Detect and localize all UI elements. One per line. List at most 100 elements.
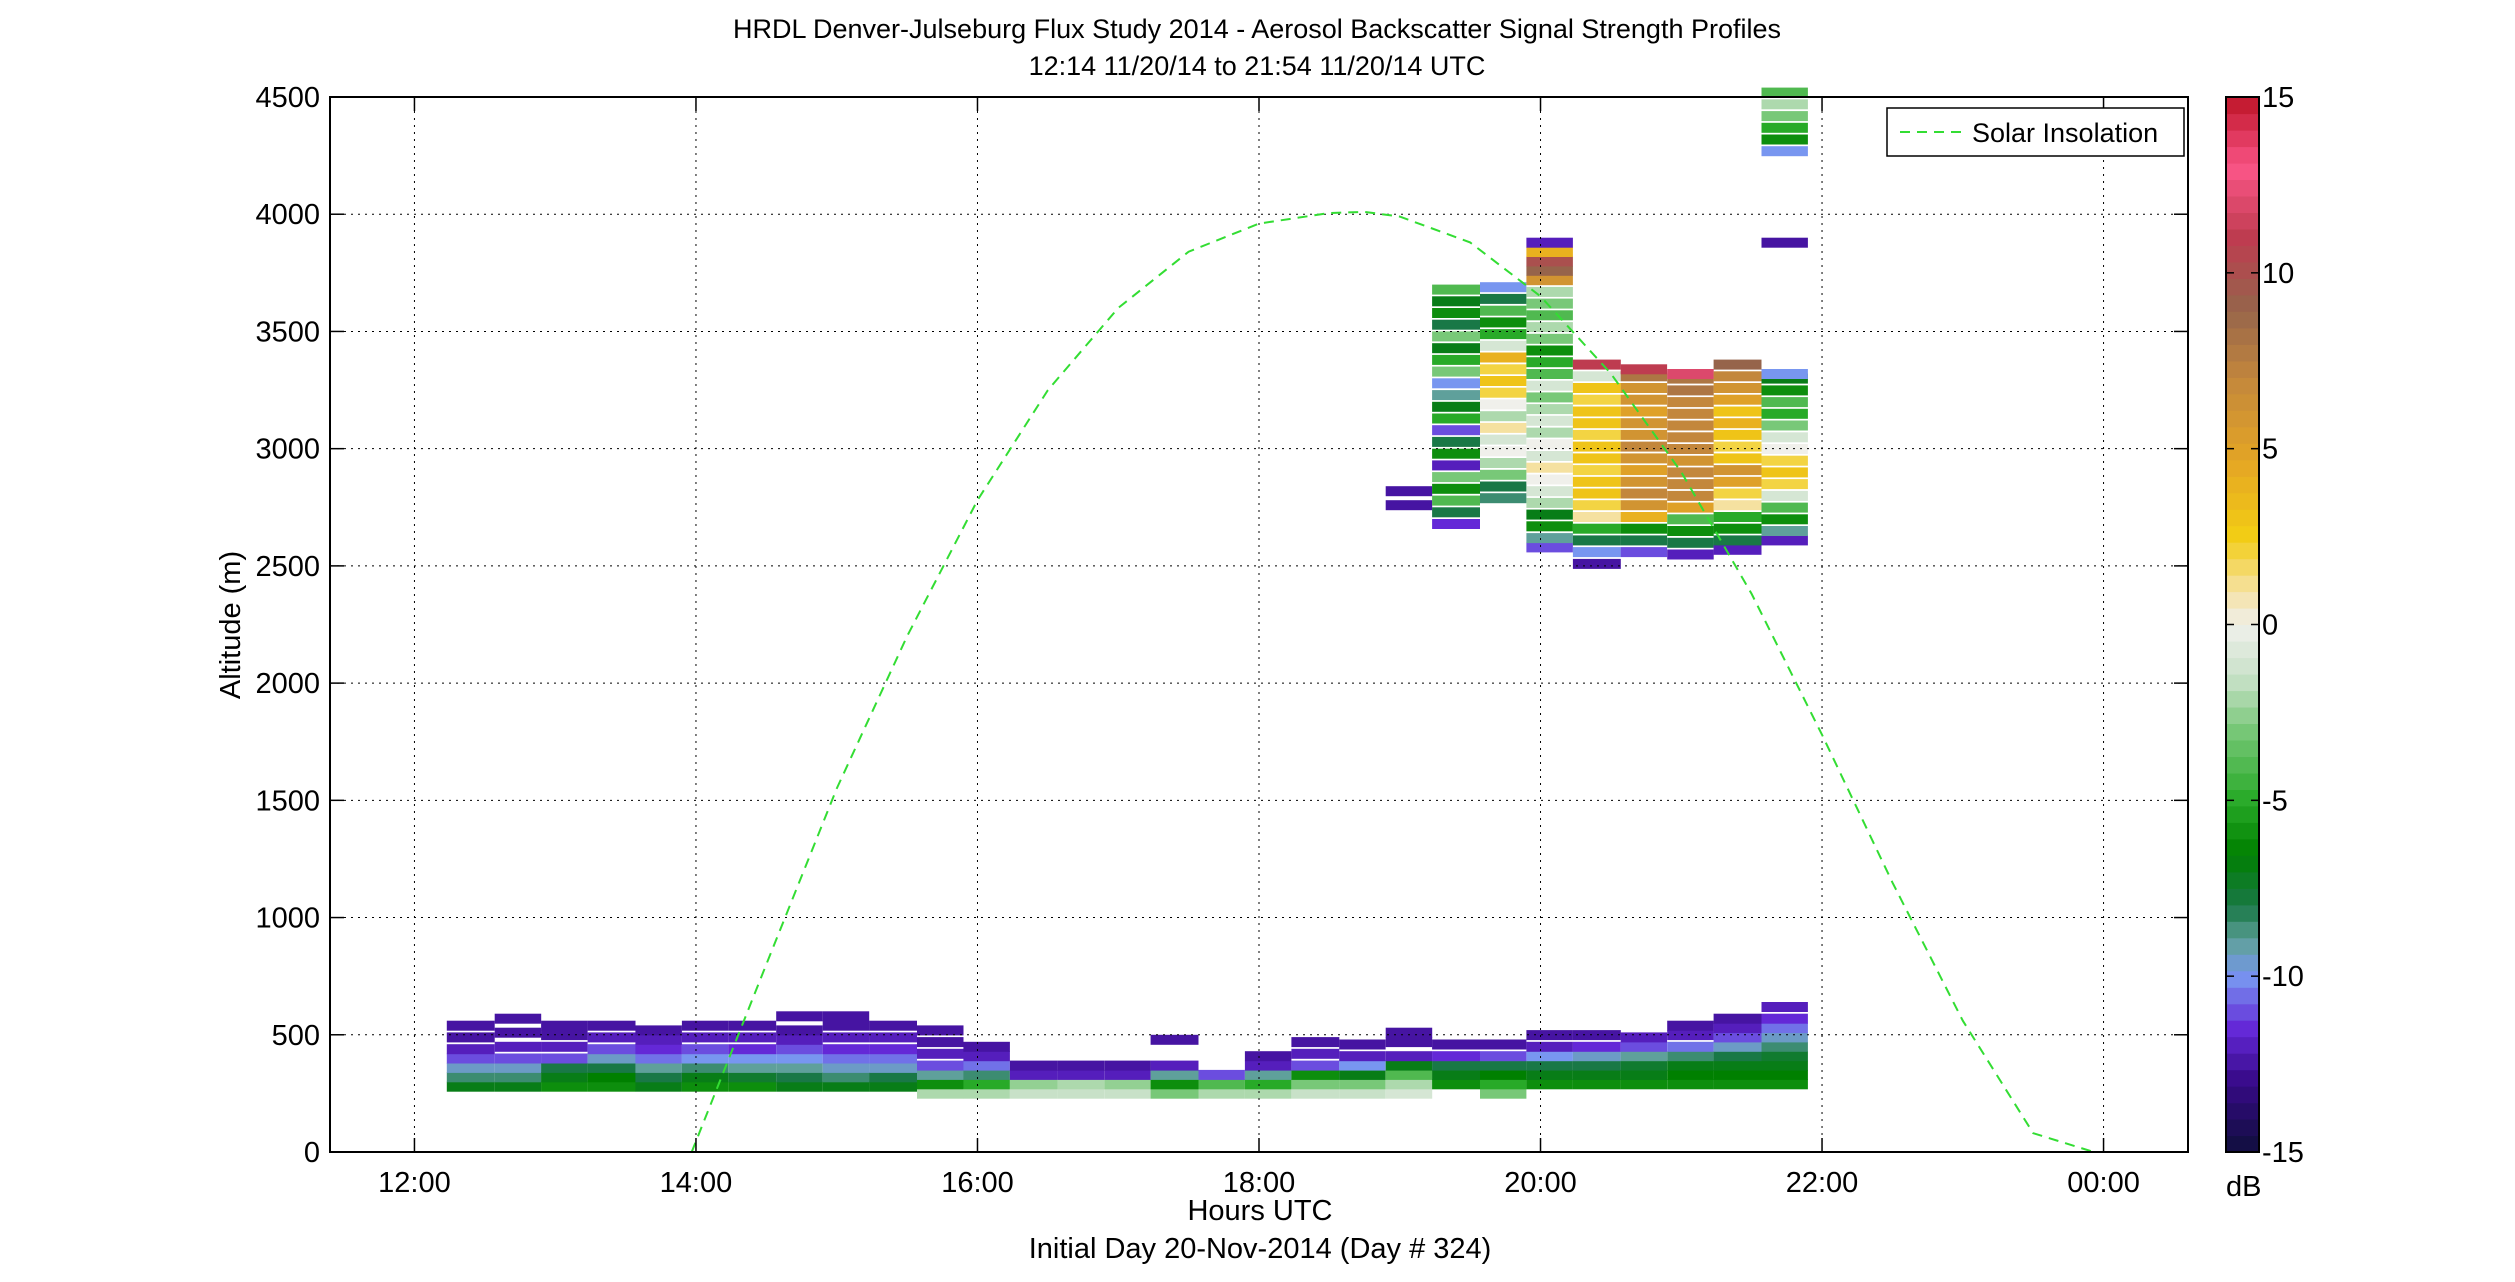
heatmap-cell (1480, 352, 1527, 363)
heatmap-cell (1480, 446, 1527, 457)
heatmap-cell (1432, 519, 1480, 529)
heatmap-cell (1572, 441, 1621, 452)
heatmap-cell (635, 1072, 682, 1083)
colorbar-tick-label: -5 (2262, 785, 2288, 817)
heatmap-cell (1667, 1060, 1714, 1071)
heatmap-cell (1432, 331, 1480, 342)
heatmap-cell (728, 1032, 777, 1043)
heatmap-cell (1667, 537, 1714, 548)
heatmap-cell (1526, 1079, 1573, 1090)
y-tick-label: 2000 (255, 668, 320, 700)
heatmap-cell (1713, 523, 1762, 534)
heatmap-cell (1713, 476, 1762, 487)
heatmap-cell (1761, 122, 1808, 133)
heatmap-cell (635, 1044, 682, 1055)
heatmap-cell (1009, 1060, 1058, 1071)
heatmap-cell (1526, 1041, 1573, 1052)
heatmap-cell (541, 1062, 588, 1073)
heatmap-cell (1620, 453, 1668, 464)
heatmap-cell (1572, 1079, 1621, 1090)
heatmap-cell (1667, 1079, 1714, 1090)
heatmap-cell (1713, 465, 1762, 476)
heatmap-cell (1432, 343, 1480, 354)
heatmap-cell (1713, 441, 1762, 452)
heatmap-cell (1667, 455, 1714, 466)
heatmap-cell (1761, 490, 1808, 501)
heatmap-cell (1526, 256, 1573, 267)
heatmap-cell (776, 1062, 823, 1073)
heatmap-cell (1761, 146, 1808, 157)
heatmap-cell (1620, 383, 1668, 393)
colorbar-step (2226, 822, 2259, 840)
heatmap-cell (1432, 366, 1480, 377)
colorbar-step (2226, 657, 2259, 675)
heatmap-cell (1761, 455, 1808, 466)
heatmap-cell (1761, 1051, 1808, 1062)
solar-insolation-line (690, 210, 2094, 1153)
heatmap-cell (1667, 420, 1714, 431)
heatmap-cell (635, 1025, 682, 1036)
heatmap-cell (1480, 1039, 1527, 1050)
heatmap-cell (1761, 479, 1808, 490)
heatmap-cell (1526, 369, 1573, 379)
heatmap-cell (1480, 387, 1527, 398)
heatmap-cell (1339, 1069, 1386, 1080)
colorbar-tick-label: 15 (2262, 82, 2294, 114)
heatmap-cell (1385, 1051, 1433, 1062)
heatmap-cell (1244, 1088, 1292, 1099)
colorbar-step (2226, 212, 2259, 230)
heatmap-cell (1620, 394, 1668, 405)
heatmap-cell (541, 1072, 588, 1083)
heatmap-cell (1620, 523, 1668, 534)
colorbar-step (2226, 1003, 2259, 1021)
heatmap-cell (1526, 345, 1573, 356)
y-tick-label: 4000 (255, 199, 320, 231)
heatmap-cell (1620, 441, 1668, 452)
heatmap-cell (1667, 1030, 1714, 1041)
heatmap-cell (1432, 401, 1480, 412)
colorbar-step (2226, 492, 2259, 510)
heatmap-cell (1526, 404, 1573, 415)
heatmap-cell (1432, 1051, 1480, 1062)
heatmap-cell (1667, 397, 1714, 408)
heatmap-cell (1339, 1079, 1386, 1090)
heatmap-cell (1667, 1051, 1714, 1062)
colorbar-step (2226, 937, 2259, 955)
heatmap-cell (1104, 1069, 1151, 1080)
colorbar-step (2226, 542, 2259, 560)
colorbar-step (2226, 575, 2259, 593)
heatmap-cell (776, 1044, 823, 1055)
heatmap-cell (1432, 1039, 1480, 1050)
colorbar-step (2226, 410, 2259, 428)
heatmap-cell (1526, 542, 1573, 553)
heatmap-cell (917, 1037, 964, 1048)
heatmap-cell (1713, 1013, 1762, 1024)
heatmap-cell (1713, 1051, 1762, 1062)
heatmap-cell (1620, 429, 1668, 440)
heatmap-cell (1667, 502, 1714, 513)
colorbar-tick-label: 0 (2262, 610, 2278, 642)
heatmap-cell (681, 1081, 729, 1092)
heatmap-cell (963, 1060, 1010, 1071)
heatmap-cell (1150, 1034, 1199, 1045)
heatmap-cell (1432, 378, 1480, 389)
heatmap-cell (446, 1044, 495, 1055)
heatmap-cell (1526, 1069, 1573, 1080)
heatmap-cell (1572, 558, 1621, 569)
heatmap-cell (1713, 453, 1762, 464)
heatmap-cell (1198, 1088, 1245, 1099)
y-tick-label: 1000 (255, 903, 320, 935)
heatmap-cell (1667, 1069, 1714, 1080)
heatmap-cell (728, 1081, 777, 1092)
heatmap-cell (1761, 408, 1808, 419)
heatmap-cell (1480, 411, 1527, 422)
heatmap-cell (1480, 1088, 1527, 1099)
heatmap-cell (1761, 420, 1808, 431)
colorbar-tick-label: -15 (2262, 1137, 2304, 1169)
heatmap-cell (1572, 1041, 1621, 1052)
heatmap-cell (1480, 434, 1527, 445)
heatmap-cell (1526, 439, 1573, 450)
colorbar-ticks: -15 -10 -5 0 5 10 15 (2226, 82, 2304, 1169)
colorbar-step (2226, 921, 2259, 939)
